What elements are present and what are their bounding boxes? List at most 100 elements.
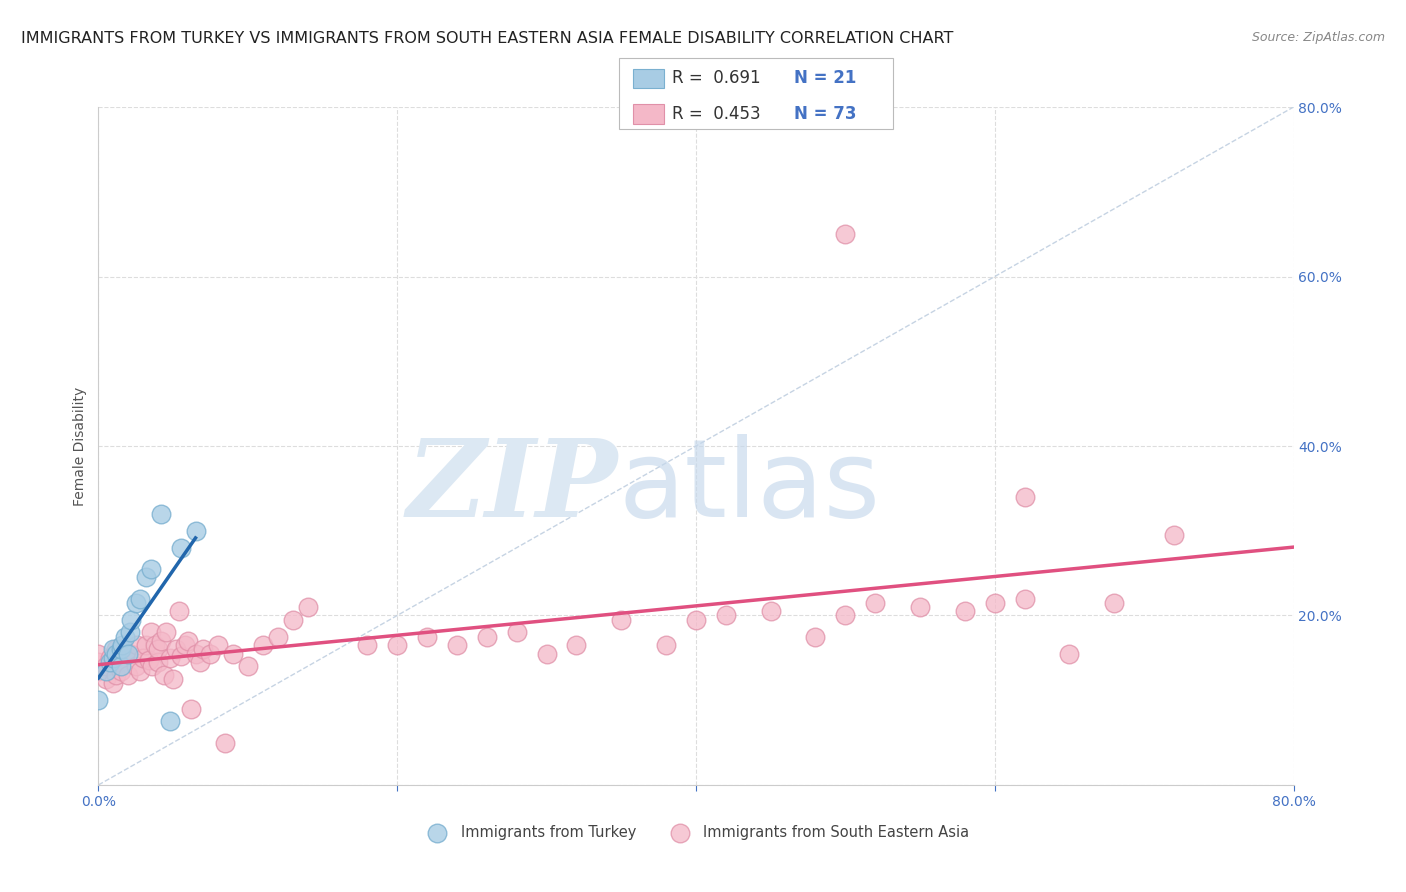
Text: N = 21: N = 21 — [794, 70, 856, 87]
Point — [169, 541, 191, 555]
Point — [180, 701, 202, 715]
Point — [281, 613, 304, 627]
Point — [714, 608, 737, 623]
Point — [117, 667, 139, 681]
Point — [159, 714, 181, 729]
Point — [141, 659, 163, 673]
Point — [118, 625, 141, 640]
Point — [87, 655, 110, 669]
Point — [297, 599, 319, 614]
Point — [188, 655, 211, 669]
Point — [94, 659, 117, 673]
Point — [108, 655, 131, 669]
Point — [1104, 596, 1126, 610]
Point — [252, 638, 274, 652]
Point — [236, 659, 259, 673]
Point — [169, 649, 191, 664]
Point — [1014, 591, 1036, 606]
Point — [94, 672, 117, 686]
Point — [87, 647, 110, 661]
Point — [759, 604, 782, 618]
Point — [184, 647, 207, 661]
Point — [165, 642, 187, 657]
Point — [103, 642, 125, 657]
Point — [191, 642, 214, 657]
Point — [110, 642, 132, 657]
Point — [834, 227, 856, 241]
Point — [103, 651, 125, 665]
Point — [207, 638, 229, 652]
Point — [103, 676, 125, 690]
Point — [153, 667, 176, 681]
Point — [139, 562, 162, 576]
Point — [159, 651, 181, 665]
Point — [834, 608, 856, 623]
Point — [103, 655, 125, 669]
Point — [148, 642, 170, 657]
Point — [135, 638, 157, 652]
Text: ZIP: ZIP — [406, 434, 619, 540]
Text: IMMIGRANTS FROM TURKEY VS IMMIGRANTS FROM SOUTH EASTERN ASIA FEMALE DISABILITY C: IMMIGRANTS FROM TURKEY VS IMMIGRANTS FRO… — [21, 31, 953, 46]
Point — [129, 591, 152, 606]
Point — [105, 647, 128, 661]
Point — [184, 524, 207, 538]
Point — [162, 672, 184, 686]
Point — [125, 596, 148, 610]
Point — [139, 625, 162, 640]
Point — [804, 630, 827, 644]
Point — [135, 570, 157, 584]
Point — [120, 613, 142, 627]
Point — [655, 638, 678, 652]
Point — [105, 667, 128, 681]
Point — [475, 630, 498, 644]
Point — [174, 638, 197, 652]
Text: atlas: atlas — [619, 434, 880, 540]
Text: R =  0.691: R = 0.691 — [672, 70, 761, 87]
Point — [385, 638, 409, 652]
Point — [132, 651, 155, 665]
Point — [167, 604, 190, 618]
Legend: Immigrants from Turkey, Immigrants from South Eastern Asia: Immigrants from Turkey, Immigrants from … — [418, 819, 974, 846]
Point — [267, 630, 290, 644]
Point — [114, 647, 136, 661]
Point — [143, 638, 166, 652]
Point — [111, 642, 134, 657]
Point — [114, 630, 136, 644]
Point — [984, 596, 1007, 610]
Point — [446, 638, 468, 652]
Point — [953, 604, 976, 618]
Point — [148, 655, 170, 669]
Point — [222, 647, 245, 661]
Point — [610, 613, 633, 627]
Point — [117, 647, 139, 661]
Point — [87, 693, 110, 707]
Point — [1059, 647, 1081, 661]
Point — [685, 613, 707, 627]
Point — [127, 638, 149, 652]
Point — [150, 507, 173, 521]
Point — [110, 664, 132, 678]
Point — [125, 659, 148, 673]
Point — [356, 638, 378, 652]
Point — [138, 652, 160, 666]
Point — [177, 633, 200, 648]
Point — [150, 633, 173, 648]
Point — [565, 638, 588, 652]
Point — [1163, 528, 1185, 542]
Text: R =  0.453: R = 0.453 — [672, 105, 761, 123]
Point — [865, 596, 887, 610]
Text: Source: ZipAtlas.com: Source: ZipAtlas.com — [1251, 31, 1385, 45]
Point — [908, 599, 931, 614]
Text: N = 73: N = 73 — [794, 105, 856, 123]
Point — [416, 630, 439, 644]
Point — [111, 638, 134, 652]
Point — [1014, 490, 1036, 504]
Point — [120, 647, 142, 661]
Point — [87, 664, 110, 678]
Point — [214, 735, 236, 749]
Point — [129, 664, 152, 678]
Point — [94, 664, 117, 678]
Point — [98, 655, 122, 669]
Y-axis label: Female Disability: Female Disability — [73, 386, 87, 506]
Point — [536, 647, 558, 661]
